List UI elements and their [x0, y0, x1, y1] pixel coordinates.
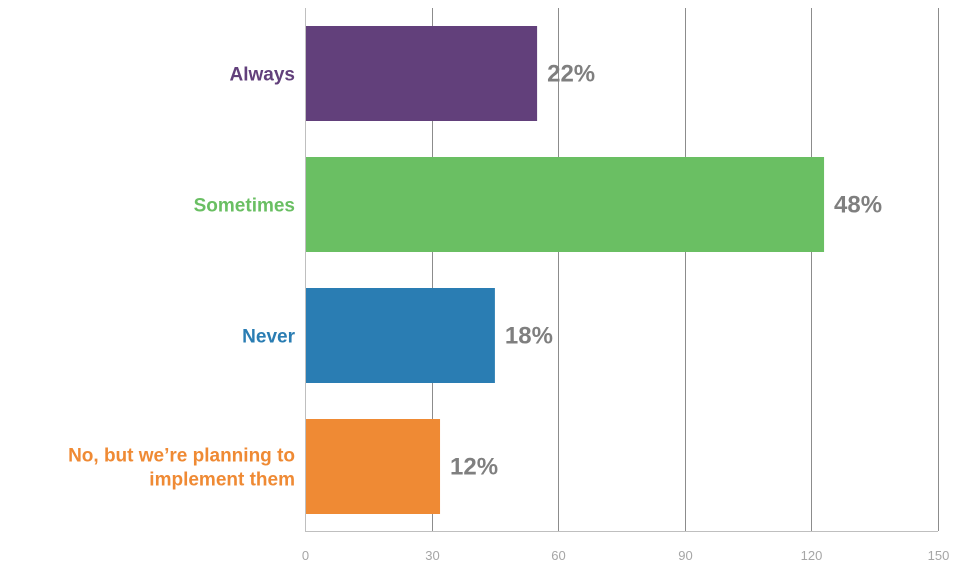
x-tick-label: 90	[678, 548, 692, 563]
bar-1	[306, 26, 538, 121]
category-label: Sometimes	[194, 196, 295, 217]
data-label: 48%	[834, 192, 882, 219]
x-tick-label: 150	[928, 548, 950, 563]
category-label: Never	[242, 327, 295, 348]
category-label: Always	[230, 65, 295, 86]
data-label: 22%	[547, 61, 595, 88]
data-label: 18%	[505, 323, 553, 350]
bar-3	[306, 288, 495, 383]
data-label: 12%	[450, 454, 498, 481]
bar-4	[306, 419, 441, 514]
x-tick-label: 60	[551, 548, 565, 563]
x-tick-label: 0	[302, 548, 309, 563]
bars	[306, 26, 825, 514]
category-label: No, but we’re planning to implement them	[68, 446, 295, 491]
labels: 0 30 60 90 120 150 Always 22% Sometimes 48% Never 1…	[68, 61, 949, 564]
bar-2	[306, 157, 825, 252]
axes	[305, 8, 938, 532]
x-tick-label: 120	[801, 548, 823, 563]
x-tick-label: 30	[425, 548, 439, 563]
